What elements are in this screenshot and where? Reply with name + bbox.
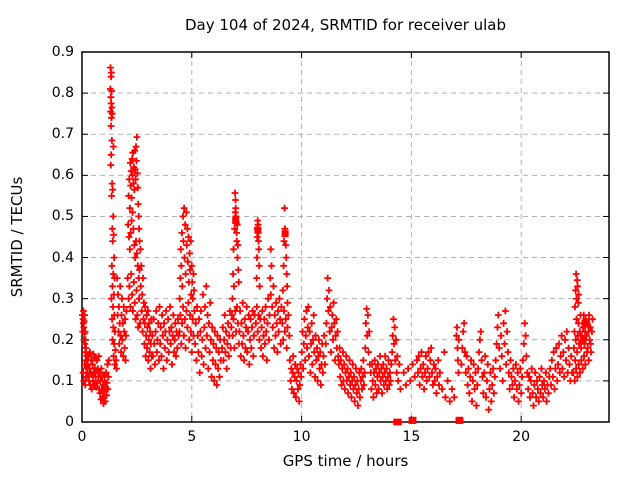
x-tick-label: 20 bbox=[512, 429, 531, 445]
dense-cluster-marker bbox=[281, 230, 289, 238]
y-tick-label: 0.2 bbox=[51, 331, 74, 348]
x-tick-label: 15 bbox=[402, 429, 421, 445]
dense-cluster-marker bbox=[232, 217, 240, 225]
dense-cluster-marker bbox=[456, 416, 464, 424]
y-tick-label: 0.6 bbox=[51, 167, 74, 184]
chart-title: Day 104 of 2024, SRMTID for receiver ula… bbox=[184, 16, 507, 34]
y-tick-label: 0.4 bbox=[51, 249, 74, 266]
y-tick-label: 0.7 bbox=[51, 126, 74, 143]
dense-cluster-marker bbox=[409, 416, 417, 424]
dense-cluster-marker bbox=[579, 336, 587, 344]
y-tick-label: 0.9 bbox=[51, 44, 74, 60]
y-tick-label: 0.1 bbox=[51, 372, 74, 389]
y-tick-label: 0.3 bbox=[51, 290, 74, 307]
y-tick-label: 0.5 bbox=[51, 208, 74, 225]
y-tick-label: 0.8 bbox=[51, 85, 74, 102]
y-tick-label: 0 bbox=[65, 414, 74, 430]
dense-cluster-marker bbox=[582, 319, 590, 327]
plot-border bbox=[81, 51, 610, 423]
x-axis-label: GPS time / hours bbox=[282, 452, 409, 470]
x-tick-label: 10 bbox=[292, 429, 311, 445]
scatter-points bbox=[79, 64, 596, 426]
dense-cluster-marker bbox=[254, 226, 262, 234]
x-tick-label: 5 bbox=[187, 429, 197, 445]
x-tick-label: 0 bbox=[77, 429, 87, 445]
